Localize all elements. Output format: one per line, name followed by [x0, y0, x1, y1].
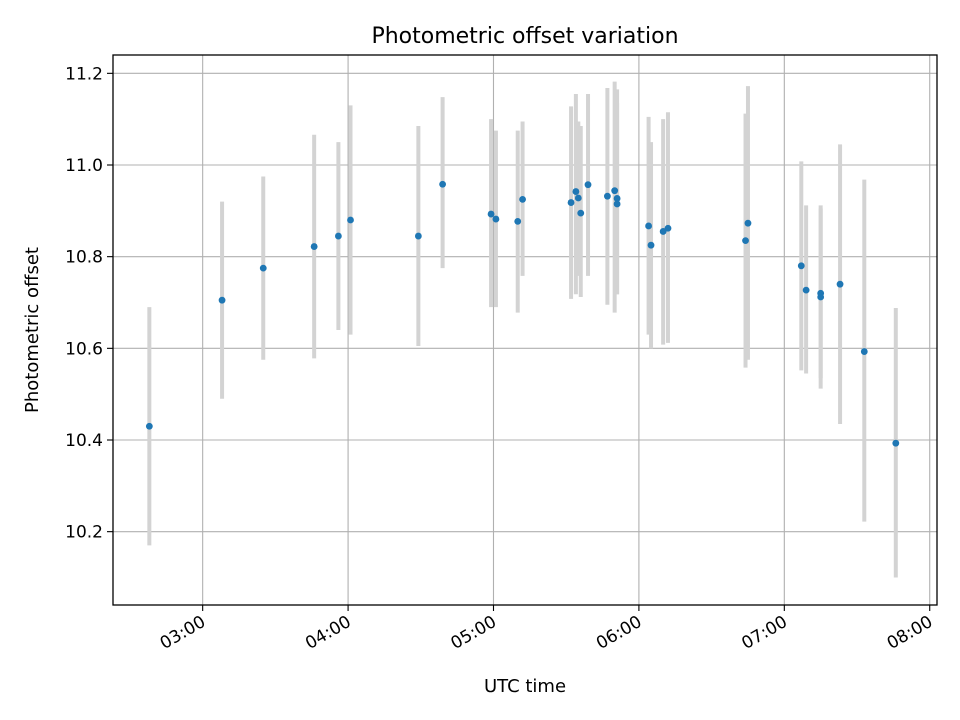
y-tick-label: 10.8	[65, 248, 103, 268]
data-points	[145, 180, 900, 447]
data-point	[611, 187, 619, 195]
data-point	[645, 222, 652, 230]
data-point	[802, 286, 810, 294]
data-point	[892, 439, 900, 447]
x-tick-label: 04:00	[302, 612, 354, 654]
data-point	[817, 289, 825, 297]
data-point	[742, 237, 749, 245]
x-tick-label: 06:00	[593, 612, 645, 654]
y-tick-label: 10.6	[65, 339, 103, 359]
data-point	[218, 296, 226, 304]
data-point	[145, 422, 153, 430]
data-point	[310, 243, 318, 250]
y-tick-label: 11.0	[65, 156, 103, 176]
data-point	[836, 280, 844, 288]
x-axis-label: UTC time	[484, 676, 566, 697]
data-point	[584, 181, 592, 189]
data-point	[574, 194, 582, 202]
data-point	[647, 241, 655, 249]
data-point	[414, 232, 422, 240]
x-tick-label: 05:00	[448, 612, 500, 654]
data-point	[487, 210, 495, 218]
grid-lines	[113, 55, 937, 605]
data-point	[613, 195, 621, 202]
data-point	[797, 262, 805, 270]
data-point	[259, 264, 267, 272]
x-tick-label: 07:00	[738, 612, 790, 654]
x-axis-ticks: 03:00 04:00 05:00 06:00 07:00 08:00	[157, 605, 936, 654]
data-point	[744, 219, 752, 227]
x-tick-label: 08:00	[884, 612, 936, 654]
x-tick-label: 03:00	[157, 612, 209, 654]
data-point	[659, 228, 667, 235]
plot-frame	[112, 54, 938, 606]
y-axis-label: Photometric offset	[22, 247, 43, 413]
data-point	[334, 232, 342, 240]
data-point	[567, 199, 575, 206]
y-tick-label: 11.2	[65, 64, 103, 84]
chart-title: Photometric offset variation	[371, 24, 678, 49]
data-point	[439, 180, 446, 188]
data-point	[664, 224, 672, 232]
data-point	[613, 200, 621, 208]
y-tick-label: 10.4	[65, 431, 103, 451]
data-point	[604, 192, 611, 200]
data-point	[514, 217, 522, 225]
y-axis-ticks: 10.2 10.4 10.6 10.8 11.0 11.2	[65, 64, 113, 543]
data-point	[519, 195, 526, 203]
data-point	[577, 209, 585, 217]
data-point	[572, 188, 580, 195]
data-point	[347, 216, 354, 224]
data-point	[492, 215, 500, 223]
y-tick-label: 10.2	[65, 523, 103, 543]
data-point	[860, 348, 868, 355]
